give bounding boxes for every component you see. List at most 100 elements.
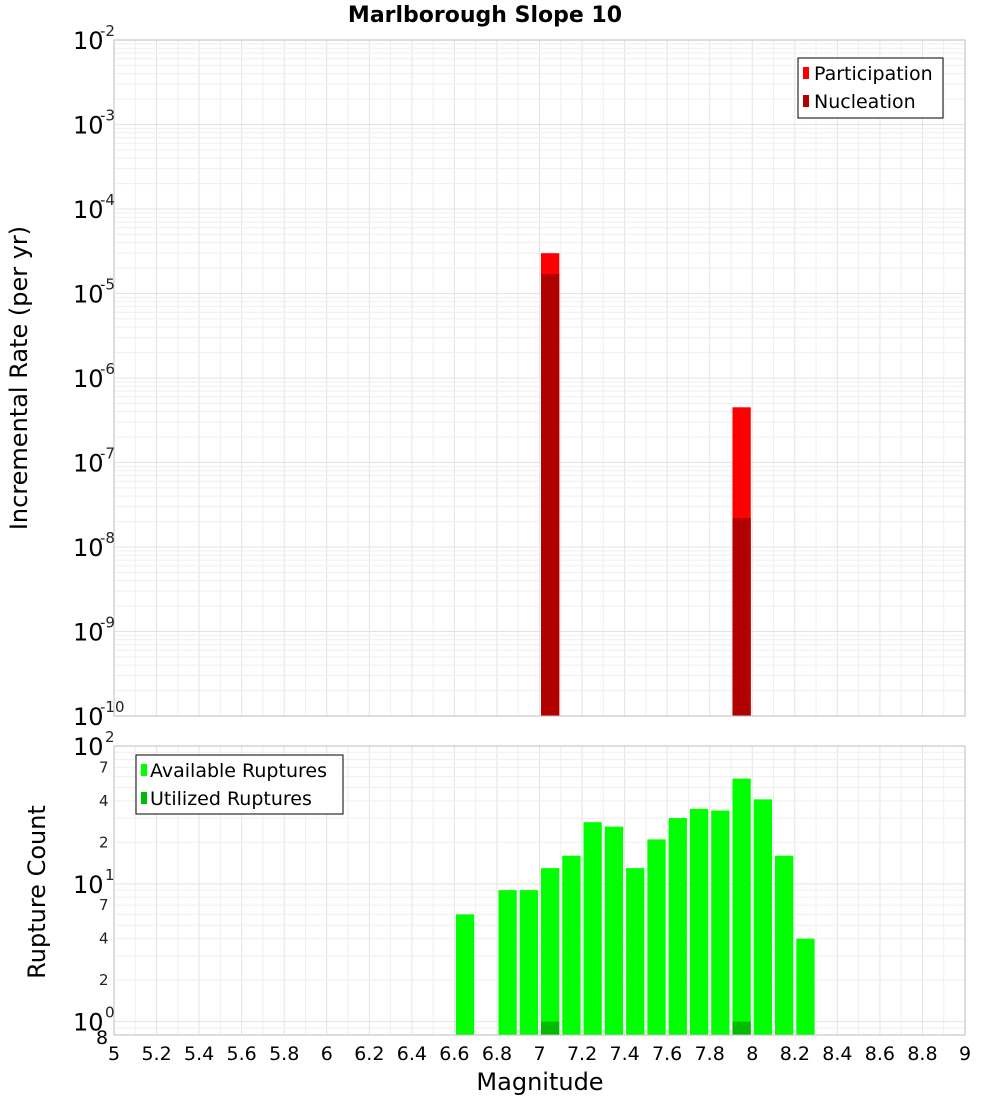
- top-y-tick-label: 10-8: [73, 529, 115, 562]
- top-y-tick-label: 10-5: [73, 276, 115, 309]
- top-y-tick-base: 10: [73, 534, 104, 562]
- x-tick-label: 9: [959, 1043, 971, 1065]
- available-ruptures-bar: [455, 914, 475, 1035]
- x-tick-label: 6.8: [482, 1043, 512, 1065]
- x-tick-label: 8: [746, 1043, 758, 1065]
- top-y-tick-exponent: -4: [100, 191, 115, 209]
- available-ruptures-bar: [583, 822, 602, 1035]
- available-ruptures-bar: [796, 938, 815, 1035]
- legend-available-swatch: [141, 764, 147, 776]
- x-tick-label: 7.8: [695, 1043, 725, 1065]
- bottom-y-minor-tick-label: 7: [99, 758, 109, 776]
- bottom-y-tick-exponent: 2: [105, 728, 115, 746]
- bottom-y-minor-tick-label: 4: [99, 792, 109, 810]
- top-plot-frame: [113, 39, 966, 717]
- top-plot-bars: [541, 253, 751, 716]
- bottom-y-minor-tick-label: 2: [99, 833, 109, 851]
- bottom-y-minor-tick-label: 4: [99, 930, 109, 948]
- x-tick-label: 6.6: [439, 1043, 469, 1065]
- top-y-tick-exponent: -6: [100, 360, 115, 378]
- nucleation-bar: [732, 518, 751, 716]
- bottom-y-minor-tick-label: 7: [99, 896, 109, 914]
- x-tick-label: 5: [108, 1043, 120, 1065]
- top-y-tick-label: 10-6: [73, 360, 115, 393]
- top-y-tick-base: 10: [73, 450, 104, 478]
- top-y-tick-label: 10-2: [73, 22, 115, 55]
- legend-utilized-label: Utilized Ruptures: [150, 788, 312, 810]
- legend-nucleation-label: Nucleation: [814, 91, 916, 113]
- x-axis-ticks: 5 5.2 5.4 5.6 5.8 6 6.2 6.4 6.6 6.8 7 7.2 7.4 7.6 7.8 8…: [108, 1043, 971, 1065]
- x-tick-label: 6.4: [397, 1043, 427, 1065]
- top-y-tick-label: 10-7: [73, 445, 115, 478]
- top-y-axis-label: Incremental Rate (per yr): [5, 226, 33, 530]
- x-tick-label: 7.6: [652, 1043, 682, 1065]
- x-tick-label: 7.2: [567, 1043, 597, 1065]
- top-y-axis-ticks: 10-210-310-410-510-610-710-810-910-10: [73, 22, 125, 731]
- bottom-legend: Available Ruptures Utilized Ruptures: [135, 754, 344, 815]
- available-ruptures-bar: [647, 839, 666, 1035]
- bottom-y-minor-tick-label: 2: [99, 971, 109, 989]
- bottom-plot-frame: [113, 745, 966, 1036]
- top-y-tick-base: 10: [73, 365, 104, 393]
- legend-participation-label: Participation: [814, 63, 933, 85]
- top-y-tick-label: 10-9: [73, 614, 115, 647]
- top-y-tick-label: 10-10: [73, 698, 125, 731]
- top-y-tick-exponent: -2: [100, 22, 115, 40]
- top-y-tick-base: 10: [73, 196, 104, 224]
- x-tick-label: 5.6: [227, 1043, 257, 1065]
- top-y-tick-label: 10-3: [73, 107, 115, 140]
- chart-title: Marlborough Slope 10: [348, 3, 622, 28]
- legend-nucleation-swatch: [803, 95, 809, 107]
- utilized-ruptures-bar: [541, 1021, 560, 1035]
- x-tick-label: 8.4: [822, 1043, 852, 1065]
- legend-utilized-swatch: [141, 792, 147, 804]
- available-ruptures-bar: [753, 799, 773, 1035]
- top-y-tick-exponent: -8: [100, 529, 115, 547]
- available-ruptures-bar: [668, 818, 687, 1035]
- available-ruptures-bar: [604, 826, 624, 1035]
- bottom-y-tick-exponent: 0: [105, 1004, 115, 1022]
- top-y-tick-base: 10: [73, 281, 104, 309]
- available-ruptures-bar: [775, 855, 794, 1035]
- bottom-y-minor-tick-label: 8: [96, 1027, 108, 1049]
- available-ruptures-bar: [711, 810, 730, 1035]
- top-y-tick-base: 10: [73, 703, 104, 731]
- bottom-y-tick-base: 10: [73, 871, 104, 899]
- available-ruptures-bar: [689, 808, 709, 1035]
- bottom-y-axis-label: Rupture Count: [23, 805, 51, 979]
- legend-participation-swatch: [803, 67, 809, 79]
- top-y-tick-exponent: -7: [100, 445, 115, 463]
- available-ruptures-bar: [732, 778, 751, 1035]
- x-tick-label: 6.2: [354, 1043, 384, 1065]
- bottom-y-major-label: 10 1: [73, 866, 115, 899]
- top-y-tick-base: 10: [73, 619, 104, 647]
- available-ruptures-bar: [541, 868, 560, 1035]
- x-tick-label: 7.4: [609, 1043, 639, 1065]
- top-plot-grid: [113, 40, 966, 717]
- x-tick-label: 5.4: [184, 1043, 214, 1065]
- bottom-legend-box: [135, 754, 344, 815]
- top-legend-box: [797, 57, 944, 119]
- bottom-y-major-label: 10 0: [73, 1004, 115, 1037]
- top-y-tick-base: 10: [73, 27, 104, 55]
- bottom-y-tick-base: 10: [73, 1009, 104, 1037]
- available-ruptures-bar: [562, 855, 581, 1035]
- available-ruptures-bar: [626, 868, 645, 1035]
- x-tick-label: 5.8: [269, 1043, 299, 1065]
- legend-available-label: Available Ruptures: [150, 760, 327, 782]
- x-tick-label: 8.8: [907, 1043, 937, 1065]
- top-y-tick-exponent: -10: [100, 698, 125, 716]
- bottom-y-major-label: 10 2: [73, 728, 115, 761]
- x-tick-label: 6: [321, 1043, 333, 1065]
- x-tick-label: 8.6: [865, 1043, 895, 1065]
- top-y-tick-exponent: -3: [100, 107, 115, 125]
- top-y-tick-label: 10-4: [73, 191, 115, 224]
- x-tick-label: 7: [533, 1043, 545, 1065]
- top-legend: Participation Nucleation: [797, 57, 944, 119]
- bottom-plot-bars: [455, 778, 815, 1035]
- available-ruptures-bar: [519, 890, 538, 1035]
- x-tick-label: 8.2: [780, 1043, 810, 1065]
- available-ruptures-bar: [498, 890, 517, 1035]
